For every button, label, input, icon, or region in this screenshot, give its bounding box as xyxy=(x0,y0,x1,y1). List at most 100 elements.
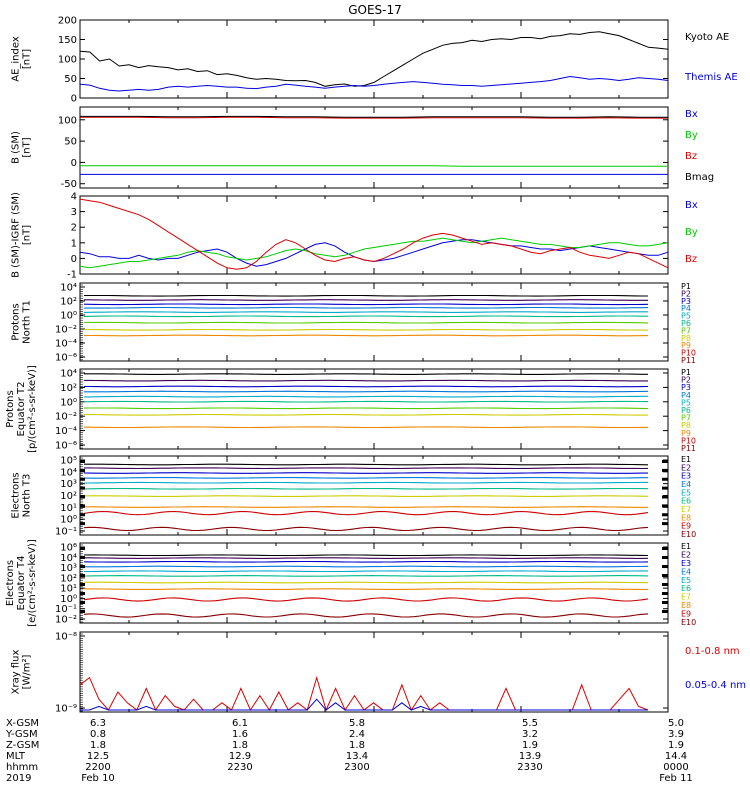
ylabel-en-line0: Electrons xyxy=(11,472,22,518)
ytick-label-en-2: 10³ xyxy=(60,479,77,490)
ytick-label-pe-2: 10⁰ xyxy=(60,397,77,408)
legend-pn-P8: P8 xyxy=(681,334,691,343)
xaxis-row-label-1: Y-GSM xyxy=(5,729,38,740)
x-axis-table: X-GSM 6.3 6.1 5.8 5.5 5.0 Y-GSM 0.8 1.6 2.4 3.2 3.9… xyxy=(5,718,693,784)
ytick-label-xray-0: 10⁻⁸ xyxy=(55,632,77,643)
ytick-label-ae-2: 100 xyxy=(58,55,77,66)
edge-mark-left-en xyxy=(80,460,85,463)
ytick-label-bdiff-0: -1 xyxy=(67,270,77,281)
flux-pn-P7 xyxy=(83,321,649,324)
edge-mark-left-ee xyxy=(80,565,85,568)
edge-mark-left-en xyxy=(80,513,85,517)
ylabel-xray-line0: Xray flux xyxy=(11,650,22,695)
legend-pn-P11: P11 xyxy=(681,356,696,365)
legend-bsm-0: Bx xyxy=(685,109,698,120)
xaxis-value-2-2: 1.8 xyxy=(349,740,365,751)
flux-pn-P6 xyxy=(83,315,648,318)
flux-ee-E5 xyxy=(84,570,648,573)
xaxis-value-4-2: 2300 xyxy=(344,762,369,773)
ylabel-bdiff-line1: [nT] xyxy=(22,225,33,245)
xaxis-value-2-3: 1.9 xyxy=(522,740,538,751)
flux-pe-P4 xyxy=(84,390,649,393)
flux-pe-P3 xyxy=(83,385,649,388)
edge-mark-ee xyxy=(662,565,668,568)
flux-pn-P5 xyxy=(83,311,648,313)
ytick-label-bdiff-3: 2 xyxy=(71,223,77,234)
legend-pe-P5: P5 xyxy=(681,398,691,407)
xaxis-value-0-3: 5.5 xyxy=(522,718,538,729)
xaxis-value-1-4: 3.9 xyxy=(668,729,684,740)
series-bdiff-by xyxy=(79,237,669,269)
ytick-label-en-3: 10² xyxy=(60,491,77,502)
xaxis-value-4-4: 0000 xyxy=(663,762,688,773)
ylabel-pe-line0: Protons xyxy=(5,390,16,427)
ylabel-ee-line0: Electrons xyxy=(5,560,16,606)
legend-en-E8: E8 xyxy=(681,513,691,522)
ytick-label-bdiff-4: 3 xyxy=(71,207,77,218)
flux-en-E2 xyxy=(84,467,649,470)
legend-ee-E1: E1 xyxy=(681,542,691,551)
legend-ee-E5: E5 xyxy=(681,576,691,585)
flux-pe-P6 xyxy=(83,400,648,403)
xaxis-row-label-0: X-GSM xyxy=(6,718,39,729)
xaxis-value-0-0: 6.3 xyxy=(90,718,106,729)
ytick-label-pn-2: 10⁰ xyxy=(60,311,77,322)
legend-pn-P6: P6 xyxy=(681,319,691,328)
ylabel-ae-line0: AE_index xyxy=(11,36,22,82)
series-xray-0-1-0-8-nm xyxy=(79,675,649,712)
ytick-label-bdiff-1: 0 xyxy=(71,254,77,265)
flux-ee-E9 xyxy=(83,597,649,602)
xaxis-value-0-1: 6.1 xyxy=(232,718,248,729)
xaxis-value-3-1: 12.9 xyxy=(229,751,251,762)
panel-bdiff: B (SM)-IGRF (SM) [nT] -1 0 1 2 3 4 Bx By Bz xyxy=(11,192,698,281)
ylabel-en-line1: North T3 xyxy=(22,474,33,518)
flux-pe-P2 xyxy=(84,379,648,382)
ytick-label-ae-4: 200 xyxy=(58,16,77,27)
flux-ee-E8 xyxy=(83,588,648,590)
edge-mark-ee xyxy=(662,592,668,595)
flux-en-E3 xyxy=(83,472,648,474)
edge-mark-left-en xyxy=(80,495,85,499)
legend-ae-1: Themis AE xyxy=(684,72,738,83)
legend-bdiff-2: Bz xyxy=(685,254,697,265)
flux-ee-E10 xyxy=(83,613,649,618)
xaxis-value-1-3: 3.2 xyxy=(522,729,538,740)
xaxis-value-1-2: 2.4 xyxy=(349,729,365,740)
flux-en-E4 xyxy=(83,477,648,479)
ylabel-bsm-line0: B (SM) xyxy=(11,131,22,164)
flux-ee-E4 xyxy=(84,565,649,568)
plot-title: GOES-17 xyxy=(348,3,402,17)
xaxis-row-label-2: Z-GSM xyxy=(6,740,39,751)
legend-ee-E9: E9 xyxy=(681,610,691,619)
flux-ee-E3 xyxy=(83,560,649,563)
legend-en-E3: E3 xyxy=(681,472,691,481)
legend-pe-P10: P10 xyxy=(681,436,696,445)
xaxis-value-3-4: 14.4 xyxy=(665,751,687,762)
flux-pn-P1 xyxy=(84,294,648,297)
edge-mark-left-ee xyxy=(80,556,85,559)
series-bsm-by xyxy=(80,165,668,167)
legend-ee-E4: E4 xyxy=(681,567,691,576)
xaxis-value-0-4: 5.0 xyxy=(668,718,684,729)
flux-en-E5 xyxy=(84,481,648,484)
legend-pn-P5: P5 xyxy=(681,312,691,321)
ytick-label-pe-1: 10² xyxy=(60,383,77,394)
xaxis-value-5-4: Feb 11 xyxy=(659,773,693,784)
legend-pn-P10: P10 xyxy=(681,349,696,358)
edge-mark-left-en xyxy=(80,504,85,508)
ytick-label-pe-5: 10⁻⁶ xyxy=(55,441,77,452)
edge-mark-left-ee xyxy=(80,592,85,595)
ytick-label-pn-1: 10² xyxy=(60,297,77,308)
flux-ee-E2 xyxy=(84,557,649,559)
edge-mark-left-ee xyxy=(80,574,85,577)
legend-en-E1: E1 xyxy=(681,455,691,464)
ylabel-pe-line2: [p/(cm²-s-sr-keV)] xyxy=(27,365,38,453)
panel-ae: AE_index [nT] 0 50 100 150 200 Kyoto AE Themis A… xyxy=(11,16,738,105)
ytick-label-pn-4: 10⁻⁴ xyxy=(55,339,77,350)
edge-mark-ee xyxy=(662,610,668,613)
ylabel-pn-line1: North T1 xyxy=(22,300,33,344)
flux-pe-P8 xyxy=(83,413,648,416)
